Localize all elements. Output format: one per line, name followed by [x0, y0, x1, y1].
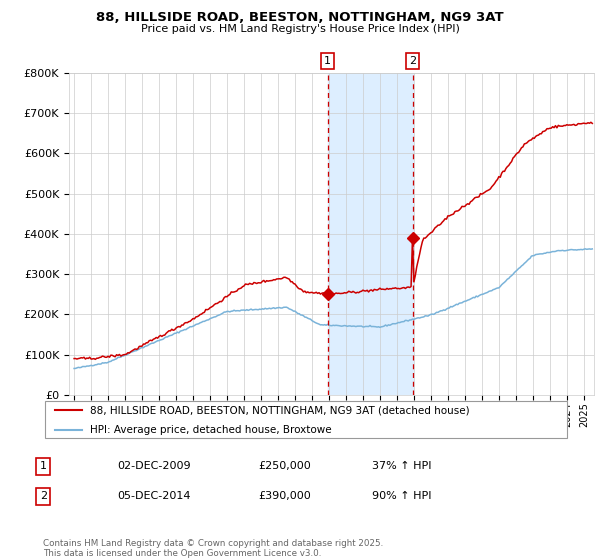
Text: £390,000: £390,000 — [258, 491, 311, 501]
Text: 88, HILLSIDE ROAD, BEESTON, NOTTINGHAM, NG9 3AT (detached house): 88, HILLSIDE ROAD, BEESTON, NOTTINGHAM, … — [89, 405, 469, 415]
Text: 05-DEC-2014: 05-DEC-2014 — [117, 491, 191, 501]
Text: 90% ↑ HPI: 90% ↑ HPI — [372, 491, 431, 501]
Text: 1: 1 — [40, 461, 47, 472]
Text: 2: 2 — [40, 491, 47, 501]
Text: Price paid vs. HM Land Registry's House Price Index (HPI): Price paid vs. HM Land Registry's House … — [140, 24, 460, 34]
Text: 88, HILLSIDE ROAD, BEESTON, NOTTINGHAM, NG9 3AT: 88, HILLSIDE ROAD, BEESTON, NOTTINGHAM, … — [96, 11, 504, 24]
Text: 1: 1 — [324, 57, 331, 67]
Text: 2: 2 — [409, 57, 416, 67]
Text: HPI: Average price, detached house, Broxtowe: HPI: Average price, detached house, Brox… — [89, 424, 331, 435]
Text: 02-DEC-2009: 02-DEC-2009 — [117, 461, 191, 472]
Text: 37% ↑ HPI: 37% ↑ HPI — [372, 461, 431, 472]
Text: Contains HM Land Registry data © Crown copyright and database right 2025.
This d: Contains HM Land Registry data © Crown c… — [43, 539, 383, 558]
FancyBboxPatch shape — [44, 401, 568, 438]
Bar — [328, 73, 413, 395]
Text: £250,000: £250,000 — [258, 461, 311, 472]
